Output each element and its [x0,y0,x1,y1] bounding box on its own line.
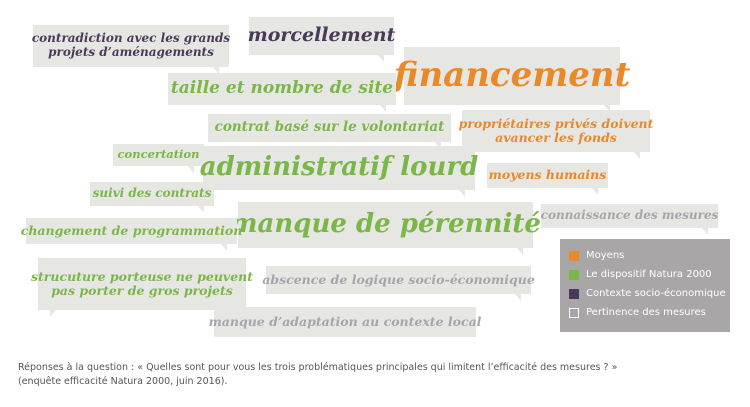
bubble-structure: strucuture porteuse ne peuvent pas porte… [31,258,253,317]
bubble-text: changement de programmation [20,222,243,238]
legend-item-moyens: Moyens [560,246,730,265]
legend-label: Contexte socio-économique [586,288,726,299]
bubble-text: strucuture porteuse ne peuvent [31,268,254,284]
bubble-suivi: suivi des contrats [90,182,214,213]
bubble-text: taille et nombre de site [170,78,394,99]
legend-swatch [569,250,579,261]
bubble-text: moyens humains [488,167,607,183]
bubble-text: contradiction avec les grands [31,31,231,46]
bubble-contrat: contrat basé sur le volontariat [208,114,451,149]
bubble-text: manque de pérennité [230,209,541,240]
bubble-connaissance: connaissance des mesures [540,204,719,235]
bubble-text: avancer les fonds [495,130,617,145]
bubble-text: propriétaires privés doivent [458,115,654,131]
bubble-moyens-humains: moyens humains [487,163,608,195]
bubble-taille: taille et nombre de site [168,73,396,112]
bubble-text: manque d’adaptation au contexte local [208,313,482,329]
legend-item-pertinence: Pertinence des mesures [560,303,730,322]
bubble-text: pas porter de gros projets [51,283,233,298]
bubble-changement: changement de programmation [21,218,242,251]
bubble-adaptation: manque d’adaptation au contexte local [209,307,481,337]
bubble-absence: abscence de logique socio-économique [262,266,535,301]
caption: Réponses à la question : « Quelles sont … [18,361,718,389]
legend-swatch [569,288,579,299]
legend-item-dispositif: Le dispositif Natura 2000 [560,265,730,284]
legend-item-contexte: Contexte socio-économique [560,284,730,303]
caption-question: Réponses à la question : « Quelles sont … [18,362,618,373]
bubble-text: projets d’aménagements [48,45,214,59]
legend-swatch [569,269,579,280]
legend-label: Le dispositif Natura 2000 [586,269,712,280]
bubble-text: contrat basé sur le volontariat [214,119,445,136]
bubble-text: connaissance des mesures [540,208,719,223]
bubble-administratif: administratif lourd [200,146,478,197]
bubble-text: morcellement [247,24,396,47]
legend-swatch [569,307,579,318]
bubble-text: financement [393,55,631,96]
bubble-proprietaires: propriétaires privés doivent avancer les… [459,110,653,159]
bubble-text: suivi des contrats [92,186,212,201]
legend-label: Pertinence des mesures [586,307,706,318]
bubble-financement: financement [394,47,630,112]
legend-label: Moyens [586,250,625,261]
bubble-text: administratif lourd [199,152,479,183]
bubble-text: concertation [117,147,200,162]
bubble-perennite: manque de pérennité [230,202,541,255]
bubble-text: abscence de logique socio-économique [262,271,535,287]
bubble-morcellement: morcellement [247,17,396,62]
legend: Moyens Le dispositif Natura 2000 Context… [560,239,730,332]
caption-source: (enquête efficacité Natura 2000, juin 20… [18,376,228,387]
bubble-concertation: concertation [113,144,204,173]
bubble-contradiction: contradiction avec les grands projets d’… [31,25,231,74]
